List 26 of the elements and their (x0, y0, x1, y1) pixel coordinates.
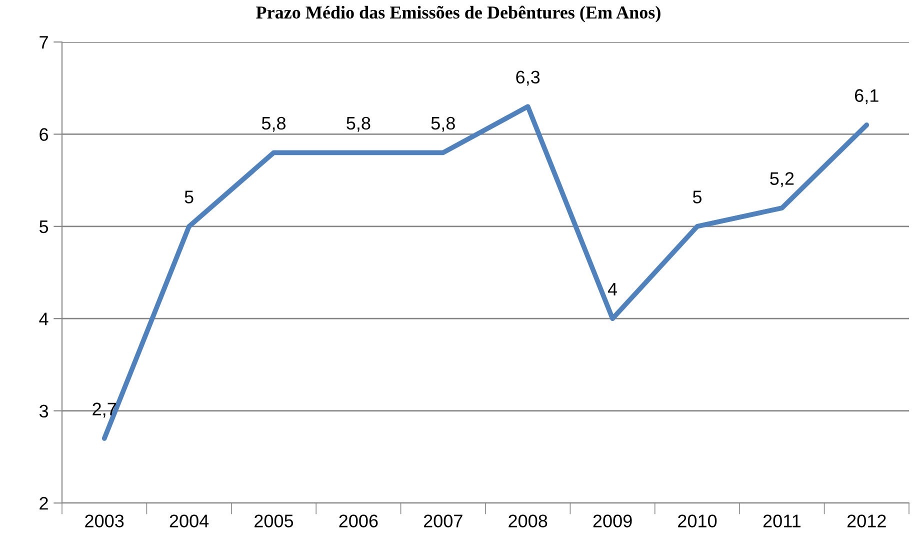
x-tick-label: 2007 (424, 514, 462, 528)
x-tick-label: 2004 (170, 514, 209, 528)
y-tick-label: 2 (40, 496, 48, 510)
x-tick-label: 2005 (254, 514, 294, 528)
data-label: 5 (692, 190, 702, 204)
y-tick-label: 3 (39, 404, 48, 418)
x-tick-label: 2010 (678, 514, 717, 528)
x-tick-label: 2009 (593, 514, 632, 528)
data-label: 5,8 (262, 116, 286, 132)
x-tick-label: 2012 (847, 514, 886, 528)
data-label: 5 (184, 190, 194, 204)
y-tick-label: 5 (39, 220, 48, 234)
chart-title: Prazo Médio das Emissões de Debêntures (Em Anos) (256, 6, 660, 22)
x-tick-label: 2008 (508, 514, 548, 528)
data-label: 6,3 (516, 70, 540, 86)
x-tick-label: 2011 (763, 514, 800, 528)
y-tick-label: 7 (40, 36, 48, 49)
y-tick-label: 6 (40, 128, 48, 141)
x-tick-label: 2006 (339, 514, 378, 528)
x-tick-label: 2003 (85, 514, 124, 528)
y-tick-label: 4 (39, 312, 48, 326)
data-label: 4 (608, 282, 618, 296)
data-label: 5,8 (346, 116, 370, 132)
data-label: 5,8 (431, 116, 455, 132)
data-label: 6,1 (855, 89, 878, 104)
data-label: 5,2 (770, 172, 794, 188)
